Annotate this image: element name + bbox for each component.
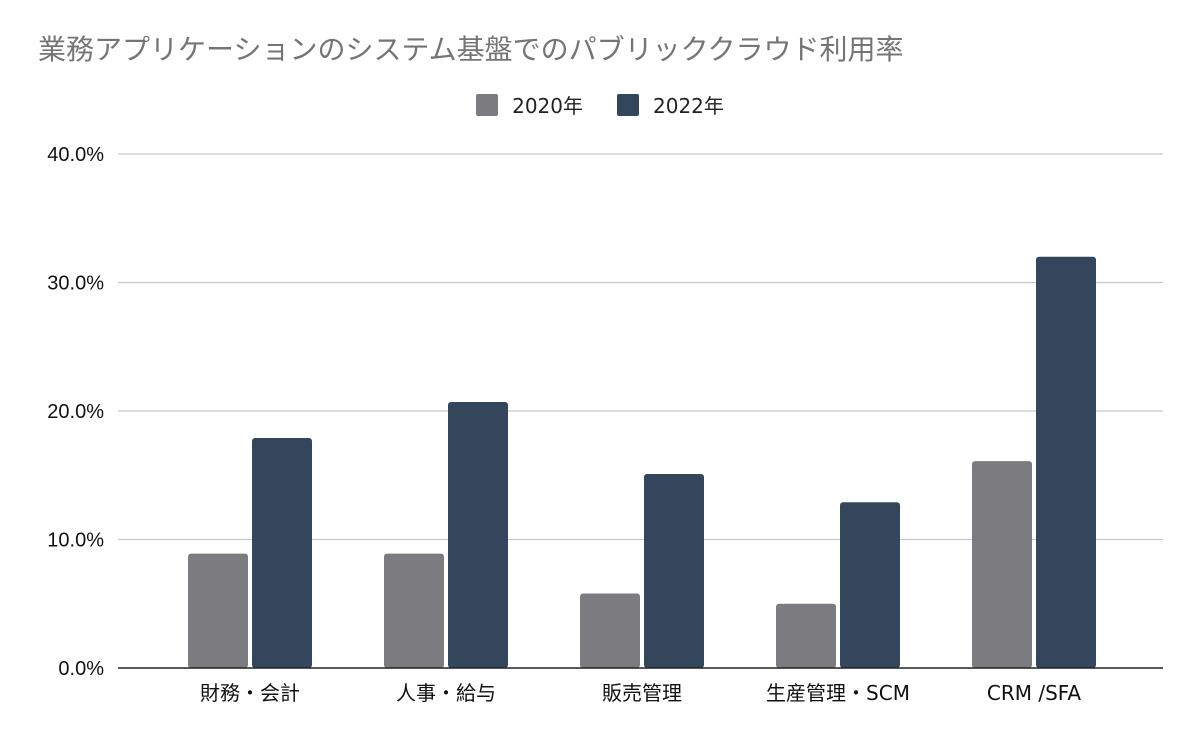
bar [384, 553, 444, 668]
y-tick-label: 20.0% [47, 401, 104, 423]
bar [972, 461, 1032, 668]
bar [644, 473, 704, 668]
legend-item-2022: 2022年 [617, 90, 724, 119]
y-tick-label: 0.0% [58, 658, 104, 680]
bar [1036, 256, 1096, 668]
bar [776, 603, 836, 668]
x-category-label: 財務・会計 [200, 681, 300, 705]
legend-swatch-2022 [617, 93, 639, 116]
legend-item-2020: 2020年 [476, 90, 583, 119]
legend: 2020年 2022年 [0, 90, 1200, 119]
x-category-label: CRM /SFA [987, 681, 1082, 705]
legend-label-2022: 2022年 [653, 94, 724, 118]
bar [580, 593, 640, 668]
x-category-label: 販売管理 [602, 681, 682, 705]
bar [840, 502, 900, 668]
bar [188, 553, 248, 668]
y-tick-label: 40.0% [47, 144, 104, 166]
bar [448, 402, 508, 668]
bar [252, 437, 312, 668]
y-tick-label: 30.0% [47, 273, 104, 295]
legend-label-2020: 2020年 [512, 94, 583, 118]
chart-title: 業務アプリケーションのシステム基盤でのパブリッククラウド利用率 [38, 33, 904, 66]
x-category-label: 生産管理・SCM [766, 681, 910, 705]
y-tick-label: 10.0% [47, 530, 104, 552]
legend-swatch-2020 [476, 93, 499, 116]
x-category-label: 人事・給与 [396, 681, 496, 705]
